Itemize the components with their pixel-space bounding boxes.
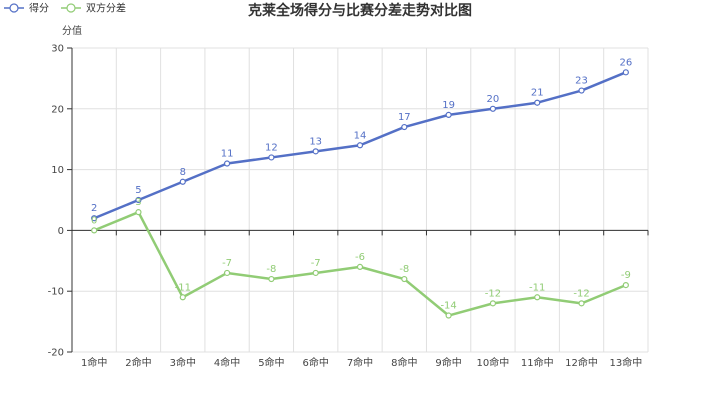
data-point[interactable] (268, 154, 275, 161)
legend-marker (9, 3, 19, 13)
data-label: 26 (619, 57, 632, 68)
data-point[interactable] (401, 275, 408, 283)
legend-item[interactable]: 得分 (4, 3, 49, 15)
y-tick-label: 10 (51, 165, 64, 176)
data-point[interactable] (534, 294, 541, 301)
x-tick-label: 10命中 (477, 356, 510, 369)
x-tick-label: 5命中 (258, 356, 284, 369)
x-tick-label: 11命中 (521, 356, 554, 369)
data-point[interactable] (534, 99, 541, 106)
x-tick-label: 7命中 (347, 356, 373, 369)
data-point[interactable] (489, 300, 497, 307)
data-label: -12 (573, 288, 589, 299)
data-label: -7 (222, 258, 232, 269)
data-point[interactable] (223, 269, 231, 277)
data-label: 12 (265, 142, 278, 153)
data-label: 19 (442, 100, 455, 111)
data-point[interactable] (578, 300, 585, 307)
legend-marker (66, 3, 76, 13)
data-label: -8 (399, 264, 409, 275)
data-label: 5 (135, 185, 141, 196)
data-label: -8 (266, 264, 276, 275)
data-point[interactable] (135, 209, 142, 216)
data-point[interactable] (312, 269, 319, 277)
data-label: 11 (221, 149, 234, 160)
grid-lines (71, 47, 649, 353)
data-point[interactable] (312, 148, 319, 155)
legend-label: 得分 (29, 3, 49, 15)
legend[interactable]: 得分 双方分差 (4, 2, 126, 15)
x-tick-label: 12命中 (565, 356, 598, 369)
data-label: 2 (91, 203, 97, 214)
data-label: 13 (309, 136, 322, 147)
data-label: 21 (531, 88, 544, 99)
data-point[interactable] (445, 111, 452, 118)
x-tick-label: 8命中 (391, 356, 417, 369)
data-label: 14 (354, 130, 367, 141)
data-point[interactable] (445, 312, 452, 319)
data-point[interactable] (179, 294, 186, 301)
data-point[interactable] (223, 160, 231, 167)
data-point[interactable] (91, 227, 98, 234)
data-label: -9 (621, 270, 631, 281)
data-label: 20 (487, 94, 500, 105)
data-point[interactable] (578, 87, 585, 94)
data-point[interactable] (91, 215, 98, 222)
data-point[interactable] (489, 105, 497, 112)
x-tick-label: 2命中 (125, 356, 151, 369)
x-tick-label: 6命中 (303, 356, 329, 369)
data-point[interactable] (401, 123, 408, 131)
data-label: 3 (135, 197, 141, 208)
data-point[interactable] (179, 178, 186, 185)
data-point[interactable] (135, 196, 142, 204)
y-axis-title: 分值 (62, 24, 82, 37)
data-label: -12 (485, 288, 501, 299)
data-point[interactable] (356, 263, 364, 270)
y-tick-label: 30 (51, 44, 64, 55)
data-point[interactable] (356, 142, 364, 149)
data-label: -11 (529, 282, 545, 293)
x-tick-label: 13命中 (609, 356, 642, 369)
data-point[interactable] (268, 275, 275, 283)
data-label: -11 (175, 282, 191, 293)
y-tick-label: 0 (58, 226, 64, 237)
series-lines (91, 69, 629, 319)
y-tick-label: -20 (48, 348, 64, 359)
data-point[interactable] (622, 69, 629, 76)
data-label: 23 (575, 76, 588, 87)
legend-label: 双方分差 (86, 2, 126, 15)
data-label: 8 (180, 167, 186, 178)
y-tick-label: -10 (48, 287, 64, 298)
data-label: 17 (398, 112, 411, 123)
data-labels: 2 5 8 11 12 13 14 17 19 20 21 23 26 0 3 -11 -7 -8 -7 -6 -8 -1… (91, 57, 632, 311)
x-tick-label: 3命中 (170, 356, 196, 369)
data-label: -6 (355, 252, 365, 263)
x-tick-label: 4命中 (214, 356, 240, 369)
x-tick-label: 9命中 (435, 356, 461, 369)
chart-title: 克莱全场得分与比赛分差走势对比图 (248, 2, 472, 19)
data-label: 0 (91, 215, 97, 226)
legend-item[interactable]: 双方分差 (61, 2, 126, 15)
data-label: -14 (440, 301, 456, 312)
data-point[interactable] (622, 282, 629, 289)
data-label: -7 (311, 258, 321, 269)
x-tick-label: 1命中 (81, 356, 107, 369)
y-tick-label: 20 (51, 104, 64, 115)
